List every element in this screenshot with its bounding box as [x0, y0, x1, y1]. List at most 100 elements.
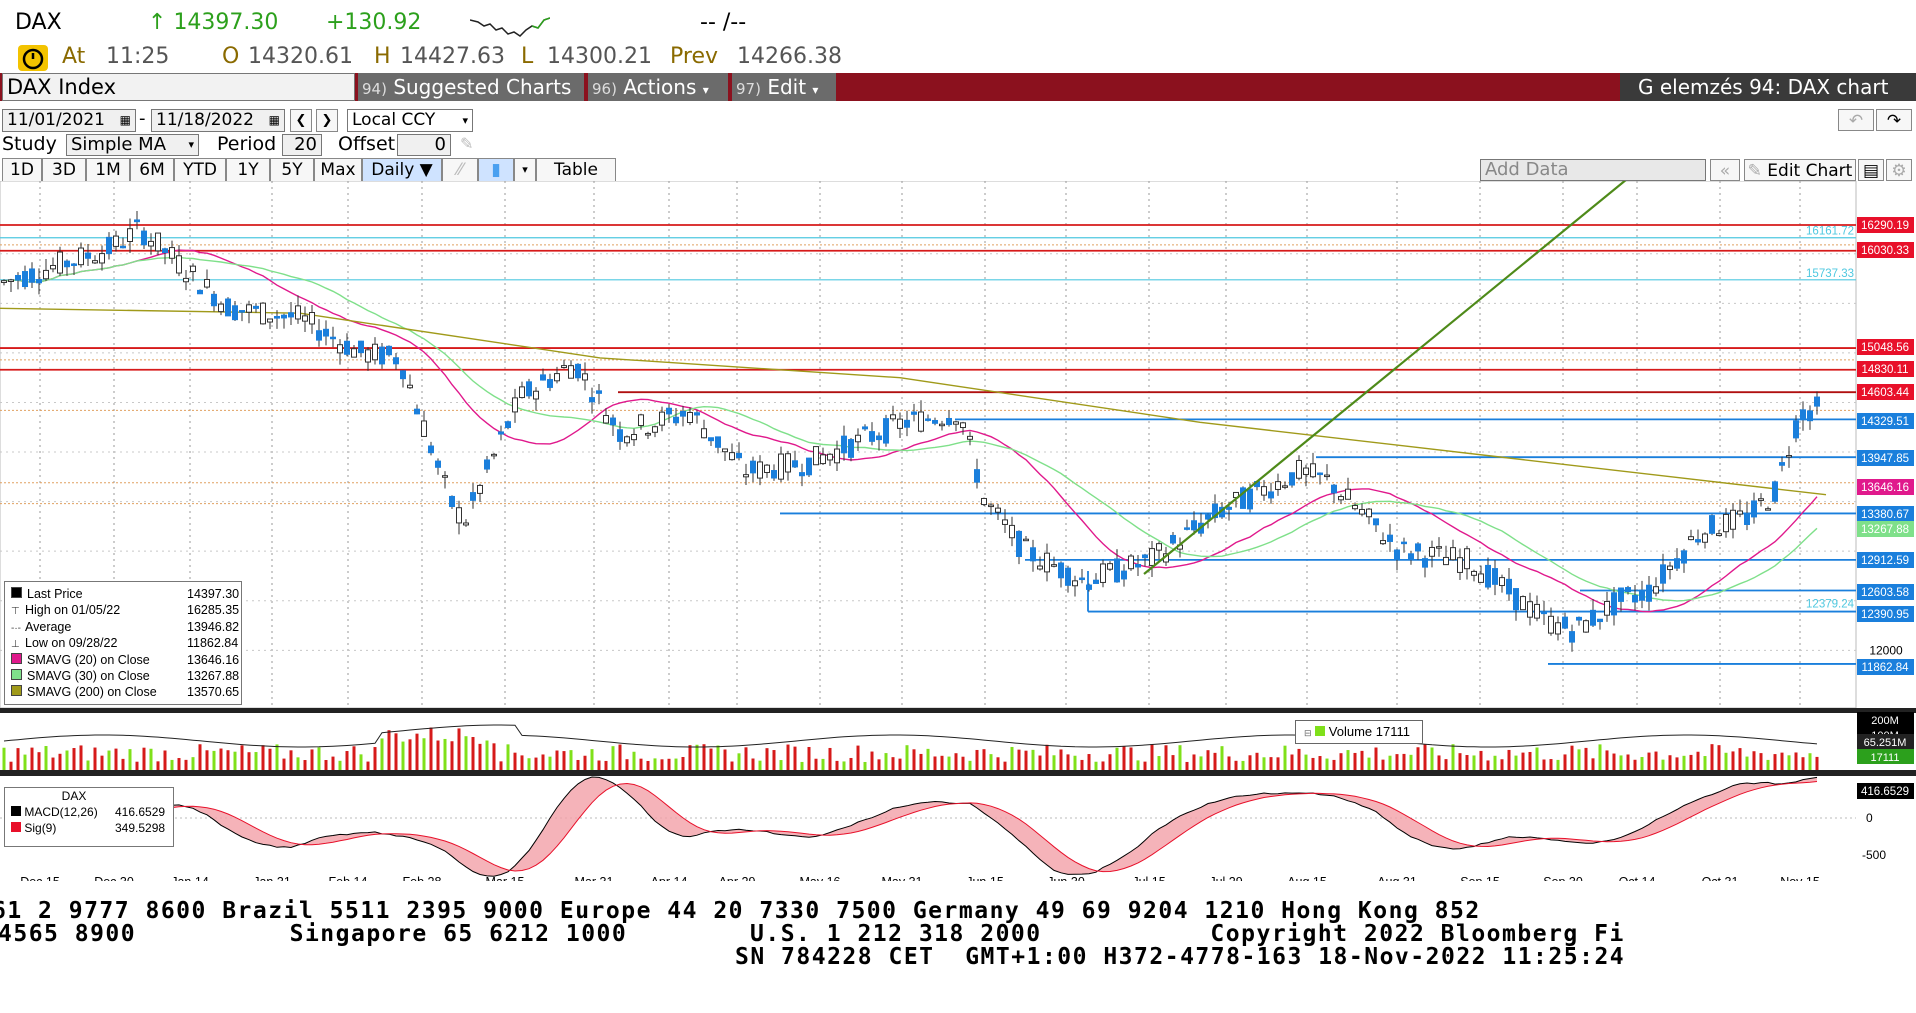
volume-bar: [1815, 756, 1819, 770]
volume-bar: [1437, 755, 1441, 770]
start-date-field[interactable]: 11/01/2021 ▦: [2, 109, 136, 132]
volume-bar: [1171, 755, 1175, 770]
trend-line[interactable]: [1143, 181, 1632, 575]
candle: [197, 289, 203, 295]
candle: [351, 344, 357, 358]
table-button[interactable]: Table: [536, 158, 616, 182]
price-chart[interactable]: 16290.19 16030.33 15048.56 14830.11 14603.44…: [0, 181, 1916, 881]
volume-bar: [366, 761, 370, 770]
actions-menu[interactable]: 96) Actions ▾: [588, 73, 728, 101]
candle: [1639, 580, 1645, 609]
calendar-icon[interactable]: ▦: [268, 113, 280, 127]
end-date-field[interactable]: 11/18/2022 ▦: [151, 109, 285, 132]
candle: [1471, 569, 1477, 582]
currency-select[interactable]: Local CCY ▾: [347, 109, 473, 132]
redo-button[interactable]: ↷: [1876, 109, 1912, 131]
candle-body: [449, 495, 455, 508]
candle: [1436, 537, 1442, 557]
legend-row: Last Price 14397.30: [11, 587, 239, 603]
suggested-charts-button[interactable]: 94) Suggested Charts: [358, 73, 584, 101]
prev-range-button[interactable]: ❮: [290, 109, 312, 132]
undo-button[interactable]: ↶: [1838, 109, 1874, 131]
volume-bar: [1136, 760, 1140, 770]
volume-bar: [961, 756, 965, 770]
candle: [869, 422, 875, 446]
candle-body: [337, 344, 343, 354]
candle-body: [99, 253, 105, 264]
candle: [15, 272, 21, 290]
volume-bar: [1444, 759, 1448, 770]
candle: [1415, 542, 1421, 560]
candle-body: [1, 280, 7, 283]
x-axis-label: Oct 31: [1702, 875, 1739, 881]
study-value: Simple MA: [71, 134, 167, 155]
period-max-button[interactable]: Max: [314, 158, 362, 182]
collapse-button[interactable]: «: [1710, 159, 1740, 181]
chart-type-dropdown[interactable]: ▾: [514, 158, 536, 182]
macd-tag-value: 416.6529: [1861, 786, 1909, 798]
volume-bar: [443, 738, 447, 770]
candle: [757, 455, 763, 486]
panel-separator[interactable]: [0, 708, 1916, 713]
candle-body: [1268, 491, 1274, 499]
edit-menu[interactable]: 97) Edit ▾: [732, 73, 836, 101]
candle: [1142, 553, 1148, 567]
period-1m-button[interactable]: 1M: [86, 158, 130, 182]
volume-bar: [1752, 751, 1756, 770]
candle: [1520, 595, 1526, 611]
volume-bar: [625, 759, 629, 770]
period-field[interactable]: 20: [282, 134, 322, 156]
candle: [498, 425, 504, 441]
settings-button[interactable]: ⚙: [1886, 159, 1912, 181]
candle-body: [1149, 548, 1155, 566]
date-dash: -: [139, 108, 146, 129]
candle: [820, 447, 826, 465]
panel-separator[interactable]: [0, 770, 1916, 776]
study-select[interactable]: Simple MA ▾: [66, 134, 199, 156]
period-5y-button[interactable]: 5Y: [270, 158, 314, 182]
offset-label: Offset: [338, 133, 396, 155]
candle: [400, 370, 406, 388]
security-field[interactable]: DAX Index: [2, 73, 355, 101]
edit-chart-button[interactable]: ✎ Edit Chart: [1744, 159, 1856, 181]
candle-chart-button[interactable]: ▮: [478, 158, 514, 182]
volume-bar: [807, 746, 811, 770]
candle: [953, 420, 959, 432]
candle: [1555, 616, 1561, 641]
clock-icon: [18, 45, 48, 71]
period-3d-button[interactable]: 3D: [42, 158, 86, 182]
period-ytd-button[interactable]: YTD: [174, 158, 226, 182]
offset-field[interactable]: 0: [397, 134, 451, 156]
add-data-input[interactable]: Add Data: [1480, 159, 1706, 181]
period-6m-button[interactable]: 6M: [130, 158, 174, 182]
volume-bar: [163, 750, 167, 770]
volume-bar: [1297, 748, 1301, 770]
volume-tag: 65.251M: [1857, 734, 1914, 749]
volume-bar: [1227, 756, 1231, 770]
candle-body: [1653, 586, 1659, 594]
candle-body: [1422, 558, 1428, 568]
candle-body: [232, 305, 238, 321]
collapse-icon[interactable]: ⊟: [1304, 728, 1312, 738]
volume-bar: [877, 759, 881, 770]
volume-bar: [1745, 756, 1749, 770]
candle-body: [1660, 564, 1666, 584]
candle-body: [197, 289, 203, 295]
volume-tag-bg: [1857, 734, 1914, 749]
table-view-button[interactable]: ▤: [1858, 159, 1884, 181]
candle: [1765, 506, 1771, 511]
frequency-select[interactable]: Daily ▼: [362, 158, 442, 182]
candle-body: [1121, 570, 1127, 580]
line-chart-button[interactable]: ⁄⁄: [442, 158, 478, 182]
period-1y-button[interactable]: 1Y: [226, 158, 270, 182]
period-1d-button[interactable]: 1D: [2, 158, 42, 182]
pencil-icon[interactable]: ✎: [460, 134, 474, 153]
candle: [589, 387, 595, 414]
candle: [1135, 554, 1141, 577]
candle-body: [344, 340, 350, 355]
calendar-icon[interactable]: ▦: [119, 113, 131, 127]
volume-bar: [135, 761, 139, 770]
candle-body: [204, 278, 210, 288]
next-range-button[interactable]: ❯: [316, 109, 338, 132]
ticker-symbol: DAX: [15, 10, 62, 35]
